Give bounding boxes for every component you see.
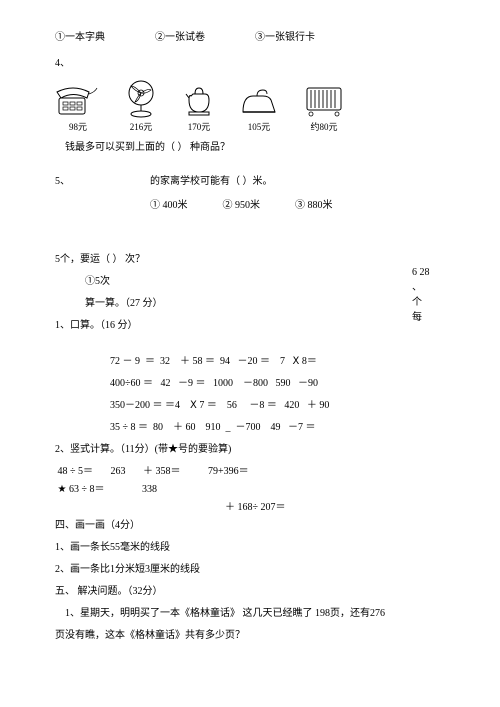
fan-icon xyxy=(121,78,161,118)
price-fan: 216元 xyxy=(130,120,153,134)
calc-row-1: 72 － 9 ＝ 32 ＋ 58 ＝ 94 －20 ＝ 7 Ⅹ 8＝ xyxy=(110,354,445,370)
vertical-title: 2、竖式计算。（11分）(带★号的要验算) xyxy=(55,442,445,458)
vertical-r2: ★ 63 ÷ 8＝ 338 xyxy=(55,482,157,498)
sec-calc-sub1: 1、口算。（16 分） xyxy=(55,318,445,334)
vertical-r1: 48 ÷ 5＝ 263 ＋ 358＝ 79+396＝ xyxy=(55,464,445,480)
q6-side-l2: 个 xyxy=(412,295,440,310)
q5-opt-a: ① 400米 xyxy=(150,198,188,214)
sec5-q1b: 页没有瞧，这本《格林童话》共有多少页？ xyxy=(55,628,445,644)
product-fan: 216元 xyxy=(121,78,161,134)
q4-text: 钱最多可以买到上面的（ ） 种商品？ xyxy=(65,140,445,156)
product-heater: 约80元 xyxy=(301,82,347,134)
price-heater: 约80元 xyxy=(310,120,337,134)
price-iron: 105元 xyxy=(248,120,271,134)
option-3: ③一张银行卡 xyxy=(255,30,315,46)
product-kettle: 170元 xyxy=(181,84,217,134)
q6-side: 6 28 、 个 每 xyxy=(412,265,440,325)
sec4-l2: 2、画一条比1分米短3厘米的线段 xyxy=(55,562,445,578)
option-1: ①一本字典 xyxy=(55,30,105,46)
product-telephone: 98元 xyxy=(55,82,101,134)
calc-row-4: 35 ÷ 8 ＝ 80 ＋ 60 910 _ －700 49 －7 ＝ xyxy=(110,420,445,436)
q5-text: 的家离学校可能有（ ）米。 xyxy=(150,174,273,190)
q4-label: 4、 xyxy=(55,56,445,72)
q5-label: 5、 xyxy=(55,174,70,190)
calc-row-2: 400÷60 ＝ 42 －9 ＝ 1000 －800 590 －90 xyxy=(110,376,445,392)
q6-side-top: 6 28 xyxy=(412,265,440,280)
option-2: ②一张试卷 xyxy=(155,30,205,46)
telephone-icon xyxy=(55,82,101,118)
calc-row-3: 350－200 ＝ ＝4 Ⅹ 7 ＝ 56 －8 ＝ 420 ＋ 90 xyxy=(110,398,445,414)
sec5-title: 五、 解决问题。（32分） xyxy=(55,584,445,600)
sec4-l1: 1、画一条长55毫米的线段 xyxy=(55,540,445,556)
sec-calc-title: 算一算。（27 分） xyxy=(85,296,445,312)
q6-side-l1: 、 xyxy=(412,280,440,295)
q-trans-opt: ①5次 xyxy=(85,274,445,290)
heater-icon xyxy=(301,82,347,118)
sec4-title: 四、画一画（4分） xyxy=(55,518,445,534)
price-telephone: 98元 xyxy=(69,120,87,134)
product-row: 98元 216元 170元 105元 xyxy=(55,78,445,134)
kettle-icon xyxy=(181,84,217,118)
q-trans-label: 5个，要运（ ） 次？ xyxy=(55,252,445,268)
q5-opt-c: ③ 880米 xyxy=(295,198,333,214)
sec5-q1a: 1、星期天，明明买了一本《格林童话》 这几天已经瞧了 198页，还有276 xyxy=(65,606,445,622)
calc-rows: 72 － 9 ＝ 32 ＋ 58 ＝ 94 －20 ＝ 7 Ⅹ 8＝ 400÷6… xyxy=(110,354,445,436)
q5-opt-b: ② 950米 xyxy=(223,198,261,214)
vertical-r3: ＋ 168÷ 207＝ xyxy=(225,500,445,516)
price-kettle: 170元 xyxy=(188,120,211,134)
product-iron: 105元 xyxy=(237,88,281,134)
q6-side-l3: 每 xyxy=(412,310,440,325)
iron-icon xyxy=(237,88,281,118)
